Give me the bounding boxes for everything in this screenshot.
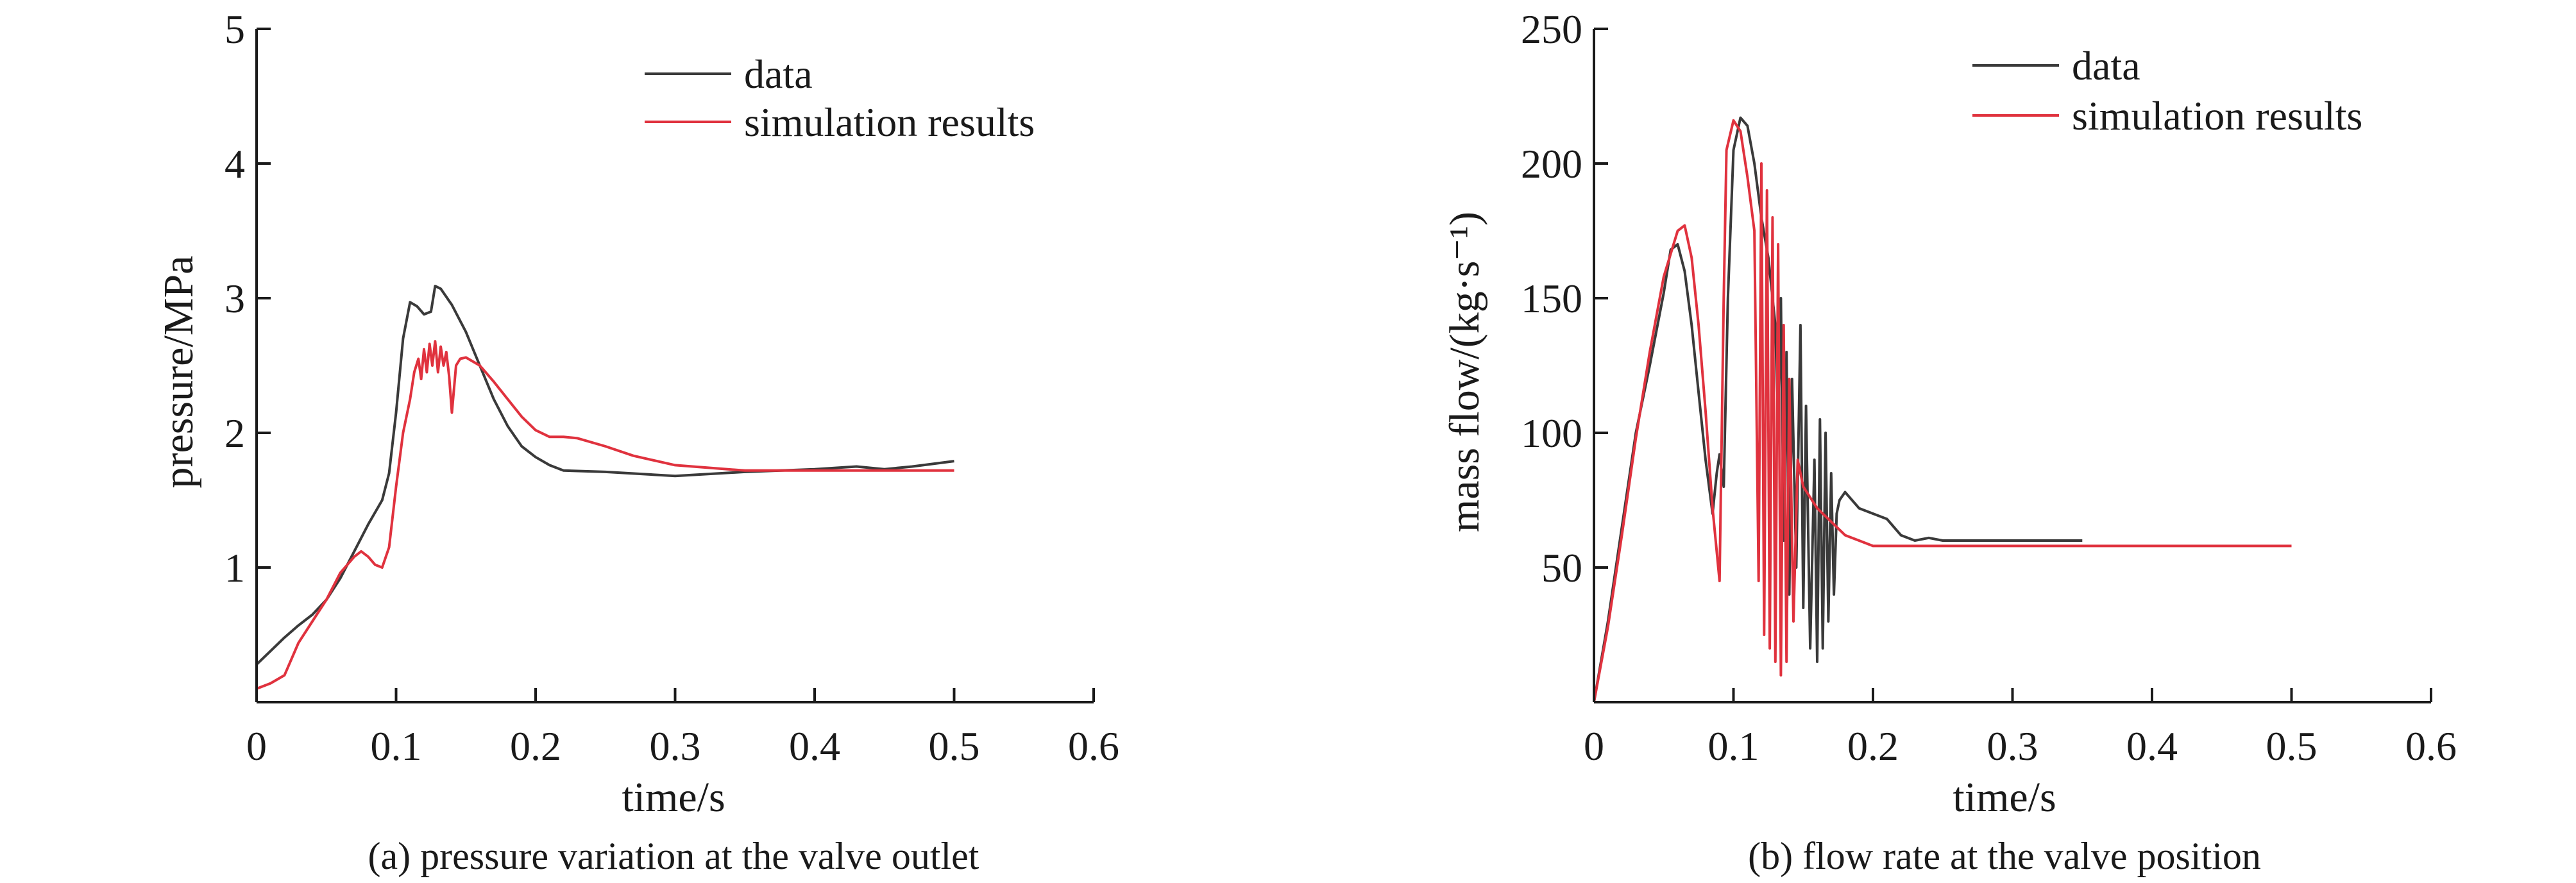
y-tick-label: 50 [1541, 545, 1582, 591]
chart-caption: (a) pressure variation at the valve outl… [368, 835, 979, 877]
y-tick-label: 3 [225, 276, 245, 321]
x-tick-label: 0 [246, 723, 267, 769]
chart-panel-pressure: 0 0.1 0.2 0.3 0.4 0.5 0.6 1 2 3 4 5 time/s pressure… [155, 6, 1119, 877]
x-tick-label: 0.2 [1847, 723, 1899, 769]
x-tick-label: 0.1 [1708, 723, 1759, 769]
legend: data simulation results [645, 51, 1035, 145]
legend-label-simulation: simulation results [2072, 93, 2362, 139]
series-line-simulation [1593, 119, 2292, 703]
x-tick-label: 0.5 [929, 723, 980, 769]
x-tick-label: 0.4 [2126, 723, 2178, 769]
y-tick-label: 1 [225, 545, 245, 591]
x-tick-label: 0.1 [371, 723, 422, 769]
y-axis-label: mass flow/(kg·s⁻¹) [1441, 212, 1488, 532]
x-tick-label: 0.5 [2266, 723, 2318, 769]
axes: 0 0.1 0.2 0.3 0.4 0.5 0.6 1 2 3 4 5 [225, 6, 1119, 769]
y-tick-label: 100 [1521, 410, 1582, 456]
y-axis-label: pressure/MPa [155, 256, 202, 489]
x-tick-label: 0 [1584, 723, 1604, 769]
series-line-data [1593, 116, 2083, 703]
x-tick-label: 0.3 [650, 723, 701, 769]
x-tick-label: 0.3 [1987, 723, 2038, 769]
x-tick-label: 0.6 [2405, 723, 2457, 769]
chart-panel-mass-flow: 0 0.1 0.2 0.3 0.4 0.5 0.6 50 100 150 200 250 time/s… [1441, 6, 2457, 877]
axes: 0 0.1 0.2 0.3 0.4 0.5 0.6 50 100 150 200 250 [1521, 6, 2457, 769]
chart-caption: (b) flow rate at the valve position [1748, 835, 2261, 877]
legend: data simulation results [1972, 43, 2362, 139]
y-tick-label: 200 [1521, 141, 1582, 187]
x-axis-label: time/s [1953, 774, 2056, 821]
plot-area [255, 285, 954, 690]
legend-label-simulation: simulation results [744, 99, 1035, 145]
legend-label-data: data [744, 51, 813, 97]
y-tick-label: 2 [225, 410, 245, 456]
x-tick-label: 0.2 [510, 723, 561, 769]
plot-area [1593, 116, 2292, 703]
y-tick-label: 150 [1521, 276, 1582, 321]
series-line-data [255, 285, 954, 666]
x-tick-label: 0.6 [1068, 723, 1119, 769]
x-axis-label: time/s [622, 774, 725, 821]
y-tick-label: 250 [1521, 6, 1582, 52]
x-tick-label: 0.4 [789, 723, 840, 769]
y-tick-label: 5 [225, 6, 245, 52]
series-line-simulation [256, 340, 954, 690]
y-tick-label: 4 [225, 141, 245, 187]
legend-label-data: data [2072, 43, 2140, 88]
